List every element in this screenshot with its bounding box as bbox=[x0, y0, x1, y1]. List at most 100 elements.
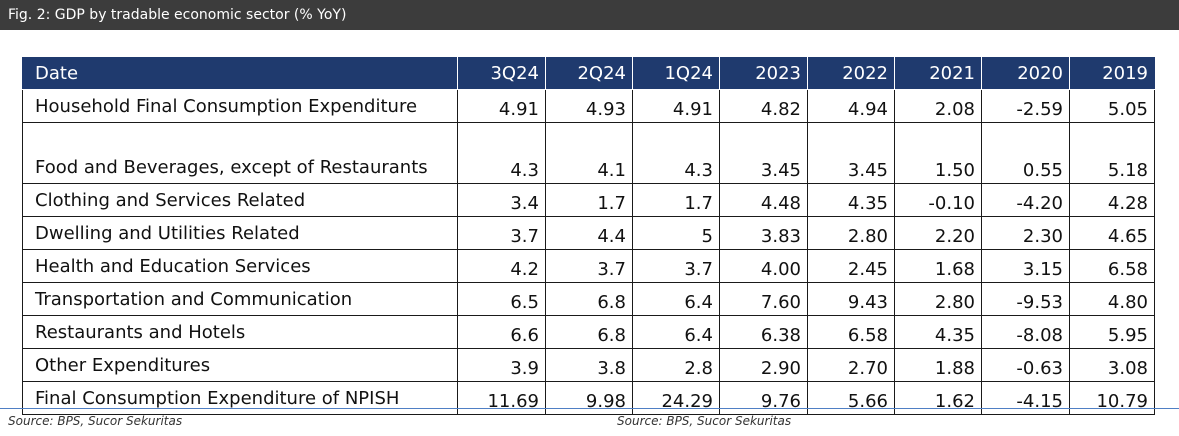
table-cell: 5.05 bbox=[1069, 89, 1155, 123]
table-cell: 10.79 bbox=[1069, 381, 1155, 415]
table-cell: 1.62 bbox=[894, 381, 982, 415]
table-cell: -0.10 bbox=[894, 183, 982, 217]
table-header: Date 3Q24 2Q24 1Q24 2023 2022 2021 2020 … bbox=[22, 57, 1155, 90]
row-label: Food and Beverages, except of Restaurant… bbox=[22, 122, 458, 184]
table-cell: 9.98 bbox=[545, 381, 633, 415]
table-cell: 6.8 bbox=[545, 315, 633, 349]
row-label: Household Final Consumption Expenditure bbox=[22, 89, 458, 123]
table-cell: -9.53 bbox=[981, 282, 1070, 316]
table-cell: 2.80 bbox=[894, 282, 982, 316]
table-cell: 4.48 bbox=[719, 183, 808, 217]
table-cell: 3.9 bbox=[457, 348, 546, 382]
table-cell: 3.7 bbox=[545, 249, 633, 283]
table-cell: 4.82 bbox=[719, 89, 808, 123]
table-row: Final Consumption Expenditure of NPISH 1… bbox=[22, 381, 1155, 415]
table-cell: 2.90 bbox=[719, 348, 808, 382]
row-label: Clothing and Services Related bbox=[22, 183, 458, 217]
table-cell: 4.91 bbox=[457, 89, 546, 123]
table-cell: 9.76 bbox=[719, 381, 808, 415]
table-cell: 6.8 bbox=[545, 282, 633, 316]
column-header-date: Date bbox=[22, 57, 458, 90]
table-cell: 6.4 bbox=[632, 282, 720, 316]
table-cell: 3.45 bbox=[807, 122, 895, 184]
table-cell: 3.08 bbox=[1069, 348, 1155, 382]
table-row: Transportation and Communication 6.5 6.8… bbox=[22, 282, 1155, 316]
row-label: Other Expenditures bbox=[22, 348, 458, 382]
table-cell: 2.30 bbox=[981, 216, 1070, 250]
figure-title: Fig. 2: GDP by tradable economic sector … bbox=[8, 7, 347, 23]
table-cell: 2.70 bbox=[807, 348, 895, 382]
table-cell: 6.58 bbox=[807, 315, 895, 349]
table-body: Household Final Consumption Expenditure … bbox=[22, 89, 1155, 415]
table-cell: 4.00 bbox=[719, 249, 808, 283]
table-cell: -4.20 bbox=[981, 183, 1070, 217]
table-cell: 5.66 bbox=[807, 381, 895, 415]
source-note-left: Source: BPS, Sucor Sekuritas bbox=[8, 414, 183, 428]
table-cell: 2.8 bbox=[632, 348, 720, 382]
table-row: Food and Beverages, except of Restaurant… bbox=[22, 122, 1155, 184]
table-cell: 24.29 bbox=[632, 381, 720, 415]
column-header-3q24: 3Q24 bbox=[457, 57, 546, 90]
table-cell: 4.35 bbox=[807, 183, 895, 217]
table-cell: 0.55 bbox=[981, 122, 1070, 184]
table-cell: -0.63 bbox=[981, 348, 1070, 382]
table-cell: 6.58 bbox=[1069, 249, 1155, 283]
table-cell: 6.38 bbox=[719, 315, 808, 349]
figure-title-bar: Fig. 2: GDP by tradable economic sector … bbox=[0, 0, 1179, 30]
table-row: Restaurants and Hotels 6.6 6.8 6.4 6.38 … bbox=[22, 315, 1155, 349]
table-cell: 4.65 bbox=[1069, 216, 1155, 250]
table-cell: 1.88 bbox=[894, 348, 982, 382]
gdp-table: Date 3Q24 2Q24 1Q24 2023 2022 2021 2020 … bbox=[22, 57, 1155, 415]
table-cell: 3.83 bbox=[719, 216, 808, 250]
table-cell: 5 bbox=[632, 216, 720, 250]
table-cell: -8.08 bbox=[981, 315, 1070, 349]
table-cell: 4.94 bbox=[807, 89, 895, 123]
table-cell: 2.20 bbox=[894, 216, 982, 250]
table-cell: 3.8 bbox=[545, 348, 633, 382]
table-cell: 11.69 bbox=[457, 381, 546, 415]
table-cell: 4.1 bbox=[545, 122, 633, 184]
table-row: Health and Education Services 4.2 3.7 3.… bbox=[22, 249, 1155, 283]
table-cell: 5.18 bbox=[1069, 122, 1155, 184]
table-cell: 3.15 bbox=[981, 249, 1070, 283]
source-divider bbox=[0, 408, 1179, 409]
table-cell: 4.3 bbox=[632, 122, 720, 184]
table-cell: 1.68 bbox=[894, 249, 982, 283]
row-label: Final Consumption Expenditure of NPISH bbox=[22, 381, 458, 415]
table-cell: 4.91 bbox=[632, 89, 720, 123]
source-note-right: Source: BPS, Sucor Sekuritas bbox=[617, 414, 792, 428]
table-cell: 2.08 bbox=[894, 89, 982, 123]
column-header-1q24: 1Q24 bbox=[632, 57, 720, 90]
table-cell: 1.7 bbox=[545, 183, 633, 217]
table-cell: 4.80 bbox=[1069, 282, 1155, 316]
table-cell: 3.4 bbox=[457, 183, 546, 217]
table-cell: 6.6 bbox=[457, 315, 546, 349]
column-header-2021: 2021 bbox=[894, 57, 982, 90]
column-header-2020: 2020 bbox=[981, 57, 1070, 90]
row-label: Dwelling and Utilities Related bbox=[22, 216, 458, 250]
table-cell: -2.59 bbox=[981, 89, 1070, 123]
table-cell: 9.43 bbox=[807, 282, 895, 316]
table-cell: -4.15 bbox=[981, 381, 1070, 415]
table-row: Dwelling and Utilities Related 3.7 4.4 5… bbox=[22, 216, 1155, 250]
table-cell: 3.7 bbox=[457, 216, 546, 250]
row-label: Transportation and Communication bbox=[22, 282, 458, 316]
row-label: Health and Education Services bbox=[22, 249, 458, 283]
table-cell: 4.93 bbox=[545, 89, 633, 123]
column-header-2q24: 2Q24 bbox=[545, 57, 633, 90]
table-cell: 3.45 bbox=[719, 122, 808, 184]
table-row: Clothing and Services Related 3.4 1.7 1.… bbox=[22, 183, 1155, 217]
table-cell: 1.50 bbox=[894, 122, 982, 184]
table-cell: 2.45 bbox=[807, 249, 895, 283]
column-header-2019: 2019 bbox=[1069, 57, 1155, 90]
table-cell: 7.60 bbox=[719, 282, 808, 316]
table-cell: 4.35 bbox=[894, 315, 982, 349]
row-label: Restaurants and Hotels bbox=[22, 315, 458, 349]
table-cell: 4.28 bbox=[1069, 183, 1155, 217]
table-cell: 1.7 bbox=[632, 183, 720, 217]
column-header-2023: 2023 bbox=[719, 57, 808, 90]
table-cell: 4.4 bbox=[545, 216, 633, 250]
table-cell: 3.7 bbox=[632, 249, 720, 283]
table-row: Other Expenditures 3.9 3.8 2.8 2.90 2.70… bbox=[22, 348, 1155, 382]
column-header-2022: 2022 bbox=[807, 57, 895, 90]
